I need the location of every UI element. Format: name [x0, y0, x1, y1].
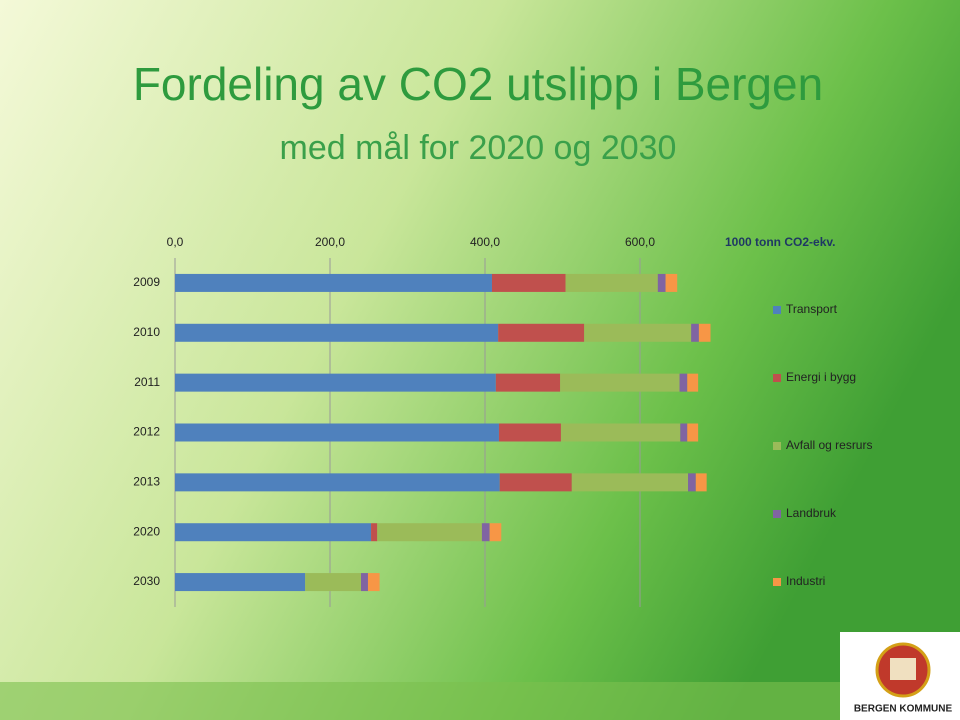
leaf-strip	[0, 682, 960, 720]
bar-segment	[175, 523, 372, 542]
bar-segment	[560, 373, 680, 392]
bar-segment	[499, 473, 572, 492]
bar-segment	[584, 323, 692, 342]
y-tick-label: 2013	[133, 475, 160, 489]
bar-segment	[571, 473, 689, 492]
bar-segment	[361, 573, 368, 592]
bar-segment	[691, 323, 699, 342]
legend-marker	[773, 510, 781, 518]
bar-segment	[489, 523, 502, 542]
bar-segment	[377, 523, 482, 542]
y-tick-label: 2012	[133, 425, 160, 439]
legend-label: Industri	[786, 574, 825, 588]
bar-segment	[665, 273, 678, 292]
bar-segment	[498, 423, 561, 442]
bar-segment	[175, 573, 306, 592]
y-tick-label: 2011	[134, 375, 160, 389]
bar-segment	[687, 373, 699, 392]
bar-segment	[657, 273, 666, 292]
legend-marker	[773, 578, 781, 586]
legend-label: Avfall og resrurs	[786, 438, 872, 452]
bar-segment	[491, 273, 566, 292]
bar-segment	[565, 273, 658, 292]
bar-segment	[687, 423, 699, 442]
x-tick-label: 0,0	[167, 235, 184, 249]
x-tick-label: 600,0	[625, 235, 655, 249]
logo-text: BERGEN KOMMUNE	[854, 704, 953, 715]
logo-castle	[890, 658, 916, 680]
legend-marker	[773, 374, 781, 382]
y-tick-label: 2010	[133, 325, 160, 339]
chart-subtitle: med mål for 2020 og 2030	[280, 129, 677, 167]
bar-segment	[679, 373, 688, 392]
legend-label: Landbruk	[786, 506, 837, 520]
legend-label: Transport	[786, 302, 838, 316]
bar-segment	[371, 523, 378, 542]
chart-title: Fordeling av CO2 utslipp i Bergen	[133, 58, 823, 110]
bar-segment	[695, 473, 707, 492]
bar-segment	[367, 573, 380, 592]
bar-segment	[175, 273, 492, 292]
bar-segment	[305, 573, 361, 592]
bar-segment	[495, 373, 561, 392]
bar-segment	[698, 323, 711, 342]
x-tick-label: 400,0	[470, 235, 500, 249]
legend-label: Energi i bygg	[786, 370, 856, 384]
x-tick-label: 200,0	[315, 235, 345, 249]
y-tick-label: 2030	[133, 574, 160, 588]
legend-marker	[773, 442, 781, 450]
bar-segment	[175, 373, 496, 392]
bar-segment	[680, 423, 688, 442]
bar-segment	[175, 423, 499, 442]
bar-segment	[481, 523, 490, 542]
legend-marker	[773, 306, 781, 314]
bar-segment	[175, 323, 499, 342]
bar-segment	[498, 323, 585, 342]
y-tick-label: 2009	[133, 275, 160, 289]
bar-segment	[688, 473, 696, 492]
bar-segment	[560, 423, 681, 442]
y-tick-label: 2020	[133, 524, 160, 538]
axis-label: 1000 tonn CO2-ekv.	[725, 235, 835, 249]
bar-segment	[175, 473, 500, 492]
